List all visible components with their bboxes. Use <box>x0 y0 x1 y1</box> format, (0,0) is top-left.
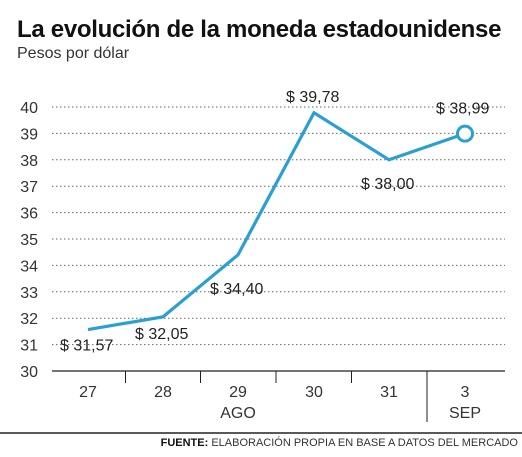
series-line <box>87 110 466 332</box>
x-tick-label: 27 <box>79 384 97 401</box>
chart-title: La evolución de la moneda estadounidense <box>17 16 502 43</box>
data-label: $ 38,99 <box>436 101 489 118</box>
source-label: FUENTE: <box>160 437 209 449</box>
x-tick-label: 31 <box>380 384 398 401</box>
last-point-marker <box>456 124 474 143</box>
y-tick-label: 40 <box>20 100 38 117</box>
source-text: ELABORACIÓN PROPIA EN BASE A DATOS DEL M… <box>211 437 518 449</box>
y-tick-label: 33 <box>20 285 38 302</box>
x-tick-label: 29 <box>229 384 247 401</box>
month-label: AGO <box>220 405 256 422</box>
y-tick-label: 39 <box>20 126 38 143</box>
data-label: $ 34,40 <box>210 281 263 298</box>
y-tick-label: 38 <box>20 153 38 170</box>
data-label: $ 32,05 <box>135 326 188 343</box>
chart-subtitle: Pesos por dólar <box>17 45 130 62</box>
y-tick-label: 37 <box>20 179 38 196</box>
y-tick-label: 32 <box>20 311 38 328</box>
x-tick-label: 28 <box>154 384 172 401</box>
data-label: $ 39,78 <box>286 89 339 106</box>
x-tick-label: 30 <box>305 384 323 401</box>
data-label: $ 31,57 <box>60 338 113 355</box>
source-note: FUENTE: ELABORACIÓN PROPIA EN BASE A DAT… <box>161 437 518 449</box>
data-label: $ 38,00 <box>361 176 414 193</box>
x-tick-label: 3 <box>461 384 470 401</box>
month-label: SEP <box>449 405 481 422</box>
y-tick-label: 30 <box>20 364 38 381</box>
y-tick-label: 35 <box>20 232 38 249</box>
y-tick-label: 31 <box>20 338 38 355</box>
y-tick-label: 34 <box>20 258 38 275</box>
y-tick-label: 36 <box>20 206 38 223</box>
